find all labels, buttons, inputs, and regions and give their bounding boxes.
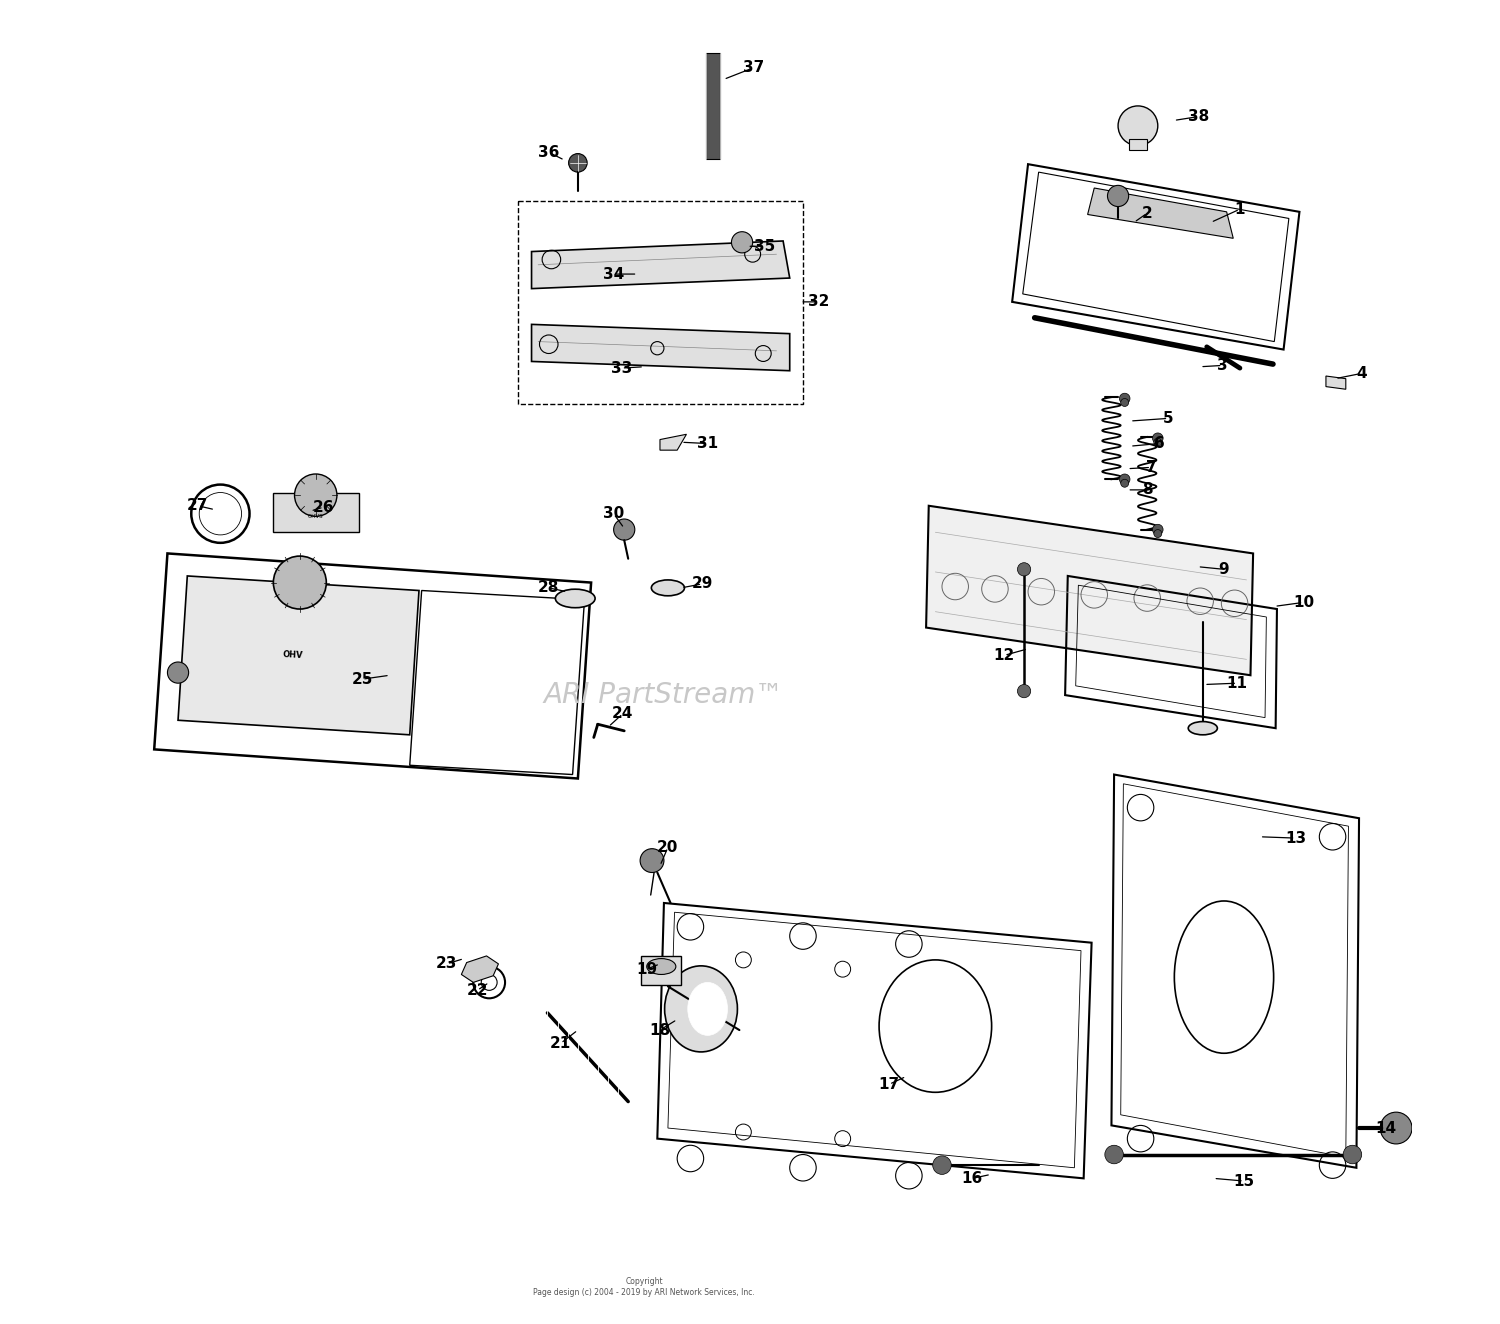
Text: 16: 16 xyxy=(962,1170,982,1186)
Text: 30: 30 xyxy=(603,506,624,522)
Text: 22: 22 xyxy=(466,982,488,998)
Text: 31: 31 xyxy=(698,436,718,451)
Ellipse shape xyxy=(555,589,596,608)
Circle shape xyxy=(1017,563,1031,576)
Text: 17: 17 xyxy=(879,1076,900,1092)
Polygon shape xyxy=(154,553,591,779)
Text: 21: 21 xyxy=(550,1035,572,1051)
Polygon shape xyxy=(462,956,498,982)
Text: OHVS: OHVS xyxy=(308,514,324,519)
Text: 13: 13 xyxy=(1286,830,1306,846)
Circle shape xyxy=(1152,524,1162,535)
Circle shape xyxy=(1154,530,1162,538)
Text: 25: 25 xyxy=(351,671,374,687)
Text: 20: 20 xyxy=(657,839,678,855)
Text: 19: 19 xyxy=(636,961,657,977)
Text: 7: 7 xyxy=(1146,459,1156,475)
Text: 1: 1 xyxy=(1234,201,1245,217)
Circle shape xyxy=(1107,185,1128,207)
Text: 33: 33 xyxy=(610,360,632,376)
Text: 10: 10 xyxy=(1293,594,1314,610)
Text: 15: 15 xyxy=(1233,1173,1254,1189)
Ellipse shape xyxy=(646,959,676,974)
Circle shape xyxy=(732,232,753,253)
Ellipse shape xyxy=(664,967,738,1051)
Text: ARI PartStream™: ARI PartStream™ xyxy=(544,681,784,710)
Text: 3: 3 xyxy=(1218,357,1228,373)
Circle shape xyxy=(1154,438,1162,446)
Circle shape xyxy=(1106,1145,1124,1164)
Ellipse shape xyxy=(651,580,684,596)
Circle shape xyxy=(1118,106,1158,146)
Text: 29: 29 xyxy=(692,576,712,592)
Circle shape xyxy=(1119,474,1130,485)
Text: OHV: OHV xyxy=(284,650,303,661)
Polygon shape xyxy=(926,506,1252,675)
Polygon shape xyxy=(1326,376,1346,389)
Text: 11: 11 xyxy=(1227,675,1248,691)
Text: 34: 34 xyxy=(603,266,624,282)
Text: 6: 6 xyxy=(1154,436,1164,451)
Polygon shape xyxy=(531,324,789,371)
Circle shape xyxy=(1119,393,1130,404)
Polygon shape xyxy=(178,576,419,735)
Text: 12: 12 xyxy=(993,647,1016,663)
Circle shape xyxy=(640,849,664,873)
Polygon shape xyxy=(660,434,687,450)
Circle shape xyxy=(1120,399,1128,406)
Circle shape xyxy=(294,474,338,516)
Text: 4: 4 xyxy=(1356,365,1366,381)
Text: 23: 23 xyxy=(436,956,457,972)
Text: 26: 26 xyxy=(314,499,334,515)
Circle shape xyxy=(933,1156,951,1174)
Text: 2: 2 xyxy=(1142,205,1152,221)
Polygon shape xyxy=(1088,188,1233,238)
Text: 36: 36 xyxy=(538,144,560,160)
Text: 5: 5 xyxy=(1162,410,1173,426)
Polygon shape xyxy=(1013,164,1299,350)
Circle shape xyxy=(1380,1112,1411,1144)
FancyBboxPatch shape xyxy=(273,493,360,532)
Text: 14: 14 xyxy=(1376,1120,1396,1136)
Text: 9: 9 xyxy=(1218,561,1230,577)
Circle shape xyxy=(568,154,586,172)
FancyBboxPatch shape xyxy=(706,53,720,159)
Text: 28: 28 xyxy=(538,580,560,596)
Text: 18: 18 xyxy=(650,1022,670,1038)
Text: 27: 27 xyxy=(188,498,209,514)
Circle shape xyxy=(168,662,189,683)
Text: 38: 38 xyxy=(1188,109,1209,124)
Text: Copyright
Page design (c) 2004 - 2019 by ARI Network Services, Inc.: Copyright Page design (c) 2004 - 2019 by… xyxy=(532,1278,754,1296)
Circle shape xyxy=(273,556,327,609)
Text: 32: 32 xyxy=(808,294,830,310)
Circle shape xyxy=(1152,433,1162,444)
Text: 37: 37 xyxy=(744,60,765,75)
FancyBboxPatch shape xyxy=(1128,139,1148,150)
Text: 24: 24 xyxy=(612,706,633,722)
Circle shape xyxy=(1342,1145,1362,1164)
Ellipse shape xyxy=(688,982,728,1035)
Circle shape xyxy=(614,519,634,540)
Text: 8: 8 xyxy=(1142,482,1152,498)
Circle shape xyxy=(1120,479,1128,487)
Text: 35: 35 xyxy=(754,238,776,254)
Polygon shape xyxy=(531,241,789,289)
Ellipse shape xyxy=(1188,722,1218,735)
Circle shape xyxy=(1017,685,1031,698)
Polygon shape xyxy=(642,956,681,985)
